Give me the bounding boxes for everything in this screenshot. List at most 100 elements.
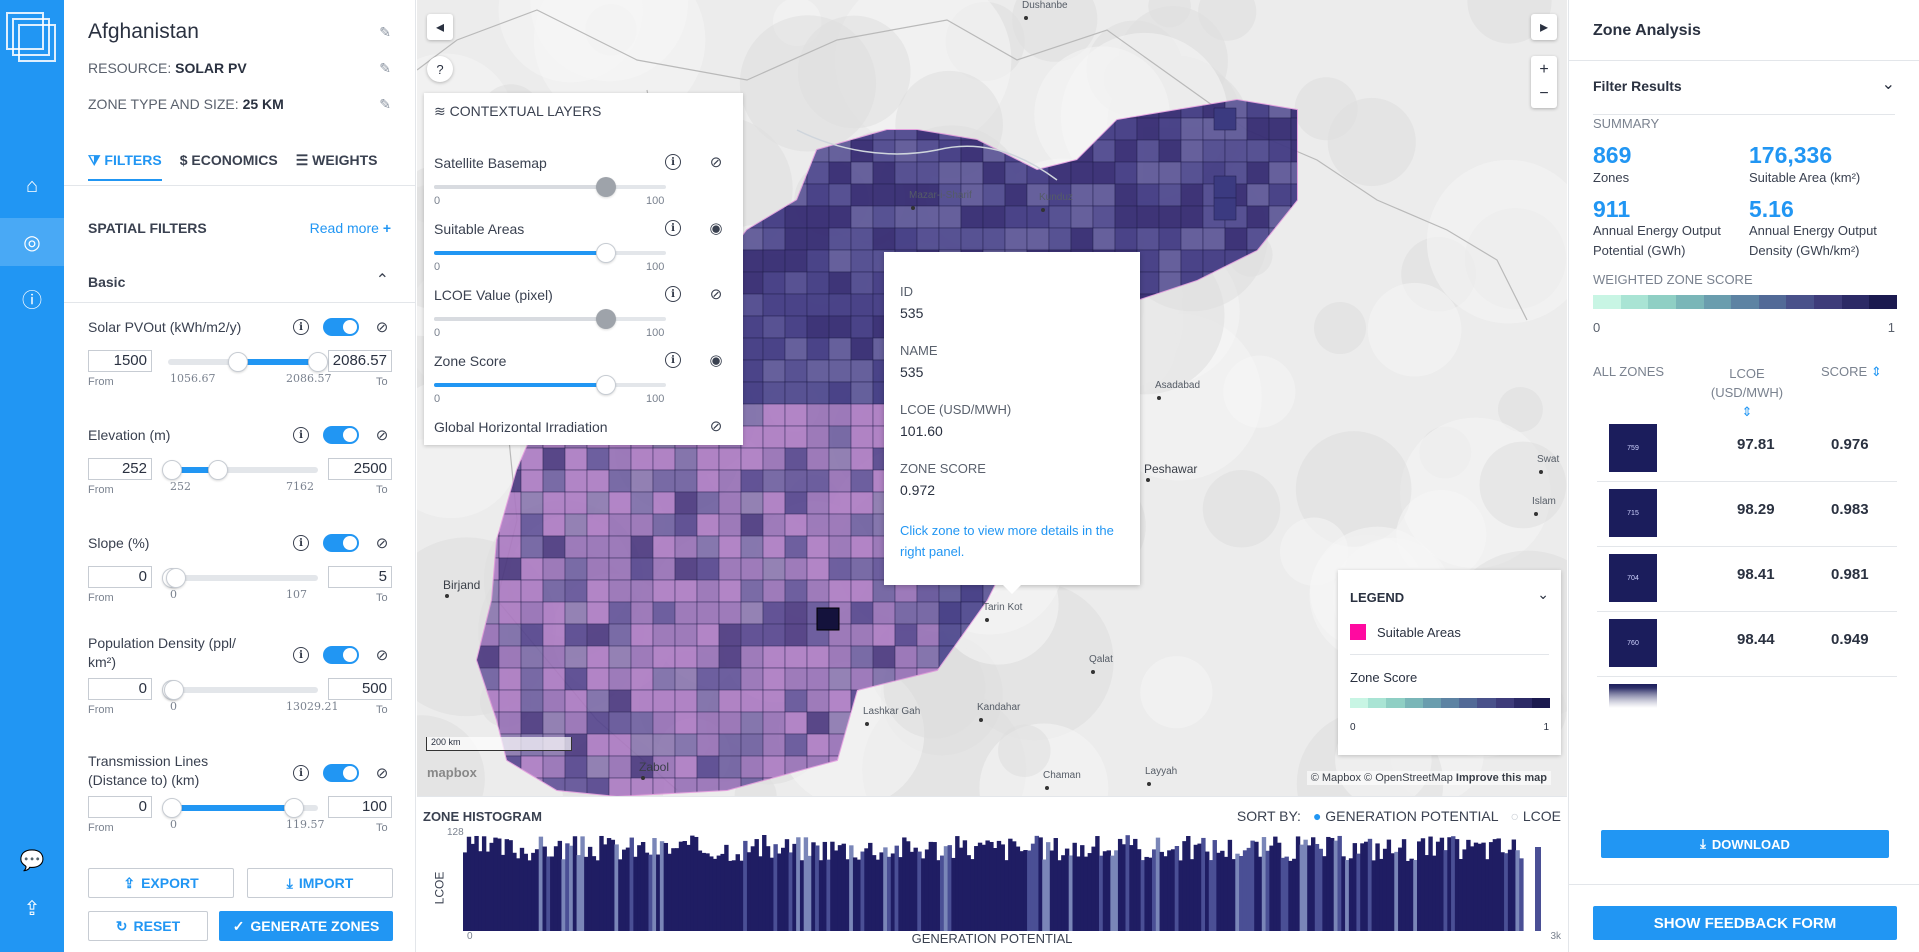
zone-cell[interactable]	[806, 271, 830, 295]
histogram-bar[interactable]	[1212, 840, 1217, 931]
zone-cell[interactable]	[718, 689, 742, 713]
histogram-bar[interactable]	[1193, 844, 1199, 931]
zone-cell[interactable]	[1136, 117, 1160, 141]
histogram-bar[interactable]	[1250, 840, 1255, 931]
histogram-bar[interactable]	[826, 859, 831, 931]
histogram-bar[interactable]	[493, 837, 498, 931]
zone-cell[interactable]	[828, 359, 852, 383]
zone-cell[interactable]	[806, 249, 830, 273]
histogram-bar[interactable]	[765, 846, 771, 931]
zone-cell[interactable]	[938, 227, 962, 251]
histogram-bar[interactable]	[1008, 838, 1013, 931]
histogram-bar[interactable]	[762, 835, 767, 931]
eye-icon[interactable]: ◉	[709, 352, 723, 369]
histogram-bar[interactable]	[1364, 841, 1369, 931]
histogram-bar[interactable]	[1382, 848, 1388, 931]
help-icon[interactable]: ?	[427, 56, 453, 82]
zone-cell[interactable]	[960, 205, 984, 229]
zone-cell[interactable]	[828, 689, 852, 713]
opacity-handle[interactable]	[596, 309, 616, 329]
zone-cell[interactable]	[674, 491, 698, 515]
zone-cell[interactable]	[740, 447, 764, 471]
zone-cell[interactable]	[982, 161, 1006, 185]
zone-cell[interactable]	[872, 623, 896, 647]
zone-cell[interactable]	[850, 513, 874, 537]
histogram-bar[interactable]	[610, 839, 616, 931]
zone-cell[interactable]	[806, 557, 830, 581]
histogram-bar[interactable]	[1000, 844, 1005, 931]
histogram-bar[interactable]	[1496, 838, 1501, 931]
zone-cell[interactable]	[477, 645, 500, 669]
zone-cell[interactable]	[806, 403, 830, 427]
zone-cell[interactable]	[542, 469, 566, 493]
zone-cell[interactable]	[1092, 183, 1116, 207]
zone-cell[interactable]	[696, 733, 720, 757]
histogram-bar[interactable]	[811, 842, 816, 931]
histogram-bar[interactable]	[905, 841, 911, 931]
zone-cell[interactable]	[542, 689, 566, 713]
zone-cell[interactable]	[806, 205, 830, 229]
zone-cell[interactable]	[762, 579, 786, 603]
zone-cell[interactable]	[740, 755, 764, 779]
histogram-bar[interactable]	[474, 835, 479, 931]
zone-cell[interactable]	[784, 711, 808, 735]
zone-cell[interactable]	[1158, 205, 1182, 229]
histogram-bar[interactable]	[1341, 856, 1346, 931]
zone-cell[interactable]	[740, 645, 764, 669]
histogram-bar[interactable]	[1348, 858, 1354, 931]
histogram-bar[interactable]	[1276, 842, 1282, 931]
zone-cell[interactable]	[696, 513, 720, 537]
zone-cell[interactable]	[762, 359, 786, 383]
histogram-bar[interactable]	[943, 846, 949, 931]
zone-cell[interactable]	[784, 557, 808, 581]
zone-cell[interactable]	[542, 513, 566, 537]
zone-cell[interactable]	[1180, 205, 1204, 229]
zone-cell[interactable]	[982, 227, 1006, 251]
histogram-bar[interactable]	[534, 849, 540, 931]
eye-icon[interactable]: ◉	[709, 220, 723, 237]
zone-cell[interactable]	[652, 535, 676, 559]
info-icon[interactable]: i	[293, 427, 309, 443]
zone-cell[interactable]	[674, 535, 698, 559]
histogram-bar[interactable]	[697, 850, 703, 931]
zone-cell[interactable]	[718, 711, 742, 735]
histogram-bar[interactable]	[675, 848, 680, 931]
zone-cell[interactable]	[718, 667, 742, 691]
zone-cell[interactable]	[1158, 227, 1182, 251]
histogram-bar[interactable]	[640, 842, 646, 931]
histogram-bar[interactable]	[1299, 844, 1305, 931]
histogram-bar[interactable]	[1473, 842, 1479, 931]
zone-cell[interactable]	[960, 227, 984, 251]
histogram-bar[interactable]	[678, 841, 684, 931]
zone-cell[interactable]	[1092, 205, 1116, 229]
range-max-handle[interactable]	[207, 460, 228, 480]
zone-cell[interactable]	[1136, 227, 1160, 251]
histogram-bar[interactable]	[947, 845, 952, 931]
histogram-bar[interactable]	[481, 836, 487, 931]
histogram-bar[interactable]	[500, 854, 506, 931]
histogram-bar[interactable]	[1435, 841, 1441, 931]
zone-cell[interactable]	[784, 227, 808, 251]
histogram-bar[interactable]	[1227, 839, 1233, 931]
zone-cell[interactable]	[762, 227, 786, 251]
histogram-bar[interactable]	[1144, 856, 1149, 931]
zone-cell[interactable]	[696, 579, 720, 603]
zone-cell[interactable]	[784, 403, 808, 427]
histogram-bar[interactable]	[849, 845, 854, 931]
zone-cell[interactable]	[806, 447, 830, 471]
layer-info-icon[interactable]: i	[665, 220, 681, 236]
zone-cell[interactable]	[608, 645, 632, 669]
histogram-bar[interactable]	[1246, 847, 1252, 931]
histogram-bar[interactable]	[837, 845, 843, 931]
about-info-icon[interactable]: ⓘ	[22, 289, 42, 312]
zone-cell[interactable]	[564, 469, 588, 493]
zone-cell[interactable]	[762, 535, 786, 559]
zone-cell[interactable]	[740, 469, 764, 493]
zone-cell[interactable]	[806, 469, 830, 493]
zone-cell[interactable]	[674, 755, 698, 779]
histogram-bar[interactable]	[1201, 837, 1206, 931]
zone-cell[interactable]	[718, 733, 742, 757]
zone-cell[interactable]	[652, 623, 676, 647]
zone-cell[interactable]	[696, 711, 720, 735]
zone-cell[interactable]	[586, 491, 610, 515]
